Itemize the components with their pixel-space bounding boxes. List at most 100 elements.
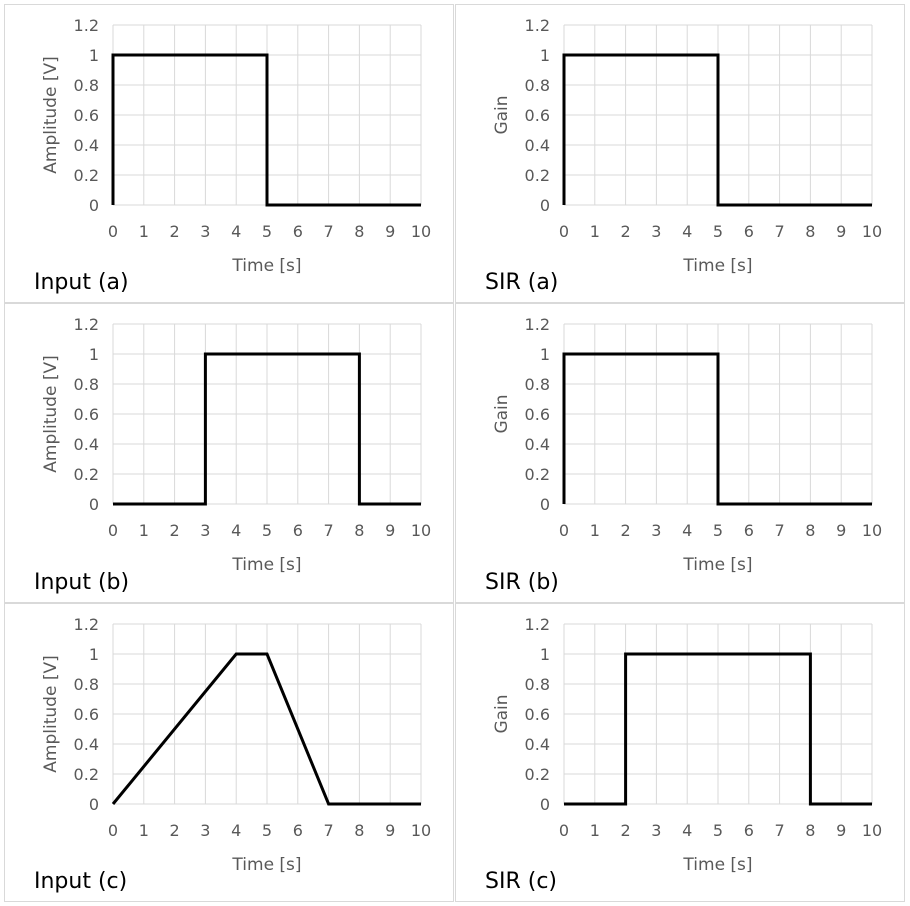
x-tick-label: 3 [651, 521, 661, 540]
y-tick-label: 0 [89, 795, 99, 814]
panel-label: SIR (a) [485, 270, 558, 295]
x-tick-label: 10 [862, 821, 882, 840]
x-tick-label: 9 [836, 521, 846, 540]
y-tick-label: 0 [89, 495, 99, 514]
y-tick-label: 0.8 [525, 375, 550, 394]
x-tick-label: 5 [713, 521, 723, 540]
y-tick-label: 0.4 [74, 735, 99, 754]
x-tick-label: 2 [621, 222, 631, 241]
x-tick-label: 0 [559, 821, 569, 840]
y-tick-label: 0.6 [525, 405, 550, 424]
y-tick-label: 0.6 [525, 106, 550, 125]
y-tick-label: 1 [89, 46, 99, 65]
x-tick-label: 8 [805, 521, 815, 540]
x-tick-label: 9 [836, 821, 846, 840]
chart-svg: 0 1 2 3 4 5 6 7 8 9 10 0 0.2 0.4 0.6 0.8 1 1.2 Time [s] Gai… [485, 315, 882, 595]
chart-svg: 0 1 2 3 4 5 6 7 8 9 10 0 0.2 0.4 0.6 0.8 1 1.2 Time [s] Gai… [485, 16, 882, 295]
y-tick-label: 0 [540, 495, 550, 514]
x-tick-label: 10 [411, 222, 431, 241]
chart-panel: 0 1 2 3 4 5 6 7 8 9 10 0 0.2 0.4 0.6 0.8 1 1.2 Time [s] Gai… [455, 303, 905, 603]
x-tick-label: 6 [293, 521, 303, 540]
x-tick-label: 6 [744, 521, 754, 540]
series-line [111, 652, 421, 806]
x-tick-label: 1 [139, 521, 149, 540]
chart-svg: 0 1 2 3 4 5 6 7 8 9 10 0 0.2 0.4 0.6 0.8 1 1.2 Time [s] Gai… [485, 615, 882, 894]
x-tick-label: 4 [682, 821, 692, 840]
y-tick-label: 0.4 [525, 435, 550, 454]
y-tick-label: 0.4 [525, 735, 550, 754]
panel-label: Input (a) [34, 270, 129, 295]
x-tick-label: 7 [775, 222, 785, 241]
series-line [113, 352, 421, 506]
y-tick-label: 0.2 [525, 166, 550, 185]
y-tick-label: 0.4 [525, 136, 550, 155]
y-tick-label: 0.8 [74, 675, 99, 694]
x-tick-label: 1 [139, 821, 149, 840]
y-tick-label: 1.2 [74, 315, 99, 334]
x-tick-label: 5 [262, 521, 272, 540]
x-tick-label: 5 [262, 222, 272, 241]
y-tick-label: 0.6 [74, 405, 99, 424]
y-tick-label: 0.2 [74, 765, 99, 784]
x-tick-label: 10 [862, 222, 882, 241]
x-tick-label: 4 [231, 521, 241, 540]
x-tick-label: 2 [170, 521, 180, 540]
x-axis-title: Time [s] [682, 855, 752, 875]
x-tick-label: 3 [651, 821, 661, 840]
x-axis-title: Time [s] [682, 256, 752, 276]
chart-svg: 0 1 2 3 4 5 6 7 8 9 10 0 0.2 0.4 0.6 0.8 1 1.2 Time [s] Amp… [34, 615, 431, 894]
series-line [562, 352, 872, 506]
x-tick-label: 1 [590, 821, 600, 840]
x-tick-label: 9 [385, 222, 395, 241]
x-axis-title: Time [s] [682, 555, 752, 575]
y-tick-label: 1.2 [525, 16, 550, 35]
chart-panel: 0 1 2 3 4 5 6 7 8 9 10 0 0.2 0.4 0.6 0.8 1 1.2 Time [s] Amp… [4, 303, 454, 603]
series-line [111, 53, 421, 207]
y-tick-label: 0.8 [525, 675, 550, 694]
chart-svg: 0 1 2 3 4 5 6 7 8 9 10 0 0.2 0.4 0.6 0.8 1 1.2 Time [s] Amp… [34, 315, 431, 595]
x-tick-label: 8 [354, 821, 364, 840]
x-tick-label: 4 [682, 222, 692, 241]
chart-svg: 0 1 2 3 4 5 6 7 8 9 10 0 0.2 0.4 0.6 0.8 1 1.2 Time [s] Amp… [34, 16, 431, 295]
y-tick-label: 1 [89, 345, 99, 364]
y-tick-label: 1 [540, 46, 550, 65]
chart-panel: 0 1 2 3 4 5 6 7 8 9 10 0 0.2 0.4 0.6 0.8 1 1.2 Time [s] Amp… [4, 603, 454, 902]
y-tick-label: 0.6 [74, 705, 99, 724]
y-tick-label: 1 [540, 645, 550, 664]
y-axis-title: Amplitude [V] [41, 56, 61, 173]
y-tick-label: 0.2 [525, 765, 550, 784]
series-line [562, 53, 872, 207]
y-tick-label: 0 [540, 795, 550, 814]
x-tick-label: 3 [200, 821, 210, 840]
panel-label: SIR (b) [485, 570, 559, 595]
x-tick-label: 4 [231, 222, 241, 241]
series-line [564, 652, 872, 806]
y-axis-title: Amplitude [V] [41, 355, 61, 472]
x-tick-label: 0 [108, 821, 118, 840]
y-tick-label: 0.8 [74, 375, 99, 394]
y-tick-label: 1.2 [74, 615, 99, 634]
x-tick-label: 8 [354, 222, 364, 241]
x-tick-label: 7 [324, 222, 334, 241]
y-tick-label: 1.2 [525, 615, 550, 634]
x-tick-label: 10 [862, 521, 882, 540]
y-tick-label: 0.8 [525, 76, 550, 95]
x-tick-label: 2 [621, 821, 631, 840]
x-axis-title: Time [s] [231, 555, 301, 575]
x-tick-label: 5 [713, 222, 723, 241]
y-tick-label: 1 [540, 345, 550, 364]
y-axis-title: Gain [492, 694, 512, 733]
x-tick-label: 7 [324, 821, 334, 840]
x-tick-label: 5 [713, 821, 723, 840]
x-tick-label: 9 [385, 821, 395, 840]
panel-label: Input (c) [34, 869, 127, 894]
chart-panel: 0 1 2 3 4 5 6 7 8 9 10 0 0.2 0.4 0.6 0.8 1 1.2 Time [s] Amp… [4, 4, 454, 303]
y-tick-label: 0 [89, 196, 99, 215]
y-tick-label: 0.4 [74, 136, 99, 155]
x-tick-label: 0 [559, 222, 569, 241]
y-tick-label: 0.2 [74, 465, 99, 484]
x-tick-label: 6 [293, 821, 303, 840]
x-tick-label: 10 [411, 821, 431, 840]
y-tick-label: 0.6 [74, 106, 99, 125]
